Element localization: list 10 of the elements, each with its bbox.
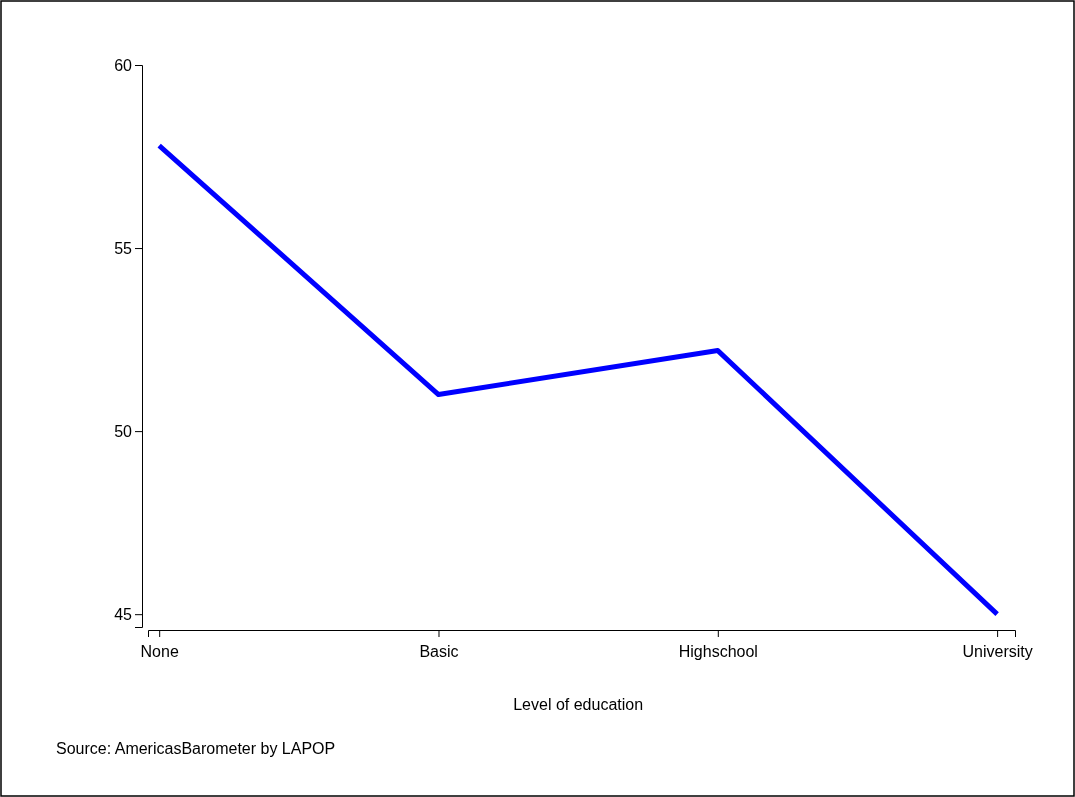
y-tick-label: 60 <box>114 56 133 74</box>
y-tick-label: 50 <box>114 422 133 440</box>
x-tick-label: University <box>962 643 1033 661</box>
source-note: Source: AmericasBarometer by LAPOP <box>56 740 336 757</box>
x-tick-label: Highschool <box>678 643 758 661</box>
x-tick-label: Basic <box>419 643 459 661</box>
x-tick-label: None <box>140 643 179 661</box>
x-axis-title: Level of education <box>513 696 644 713</box>
y-tick-label: 45 <box>114 605 133 623</box>
y-tick-label: 55 <box>114 239 133 257</box>
